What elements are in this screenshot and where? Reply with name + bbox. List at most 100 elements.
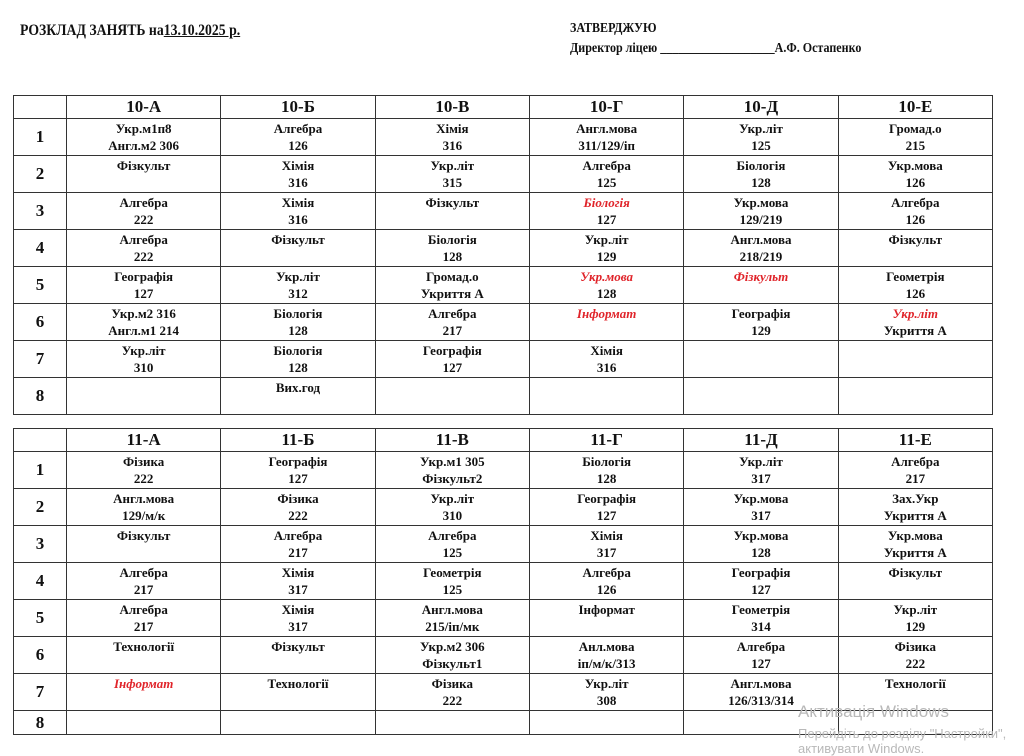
schedule-cell: Геометрія 126 [837,266,994,304]
schedule-cell: Алгебра 222 [65,229,222,267]
schedule-cell: Географія 127 [374,340,530,378]
subject: Укр.м2 316 [111,306,176,321]
lesson-row: 4 Алгебра 217 Хімія 317 Геометрія 125 Алгебра 12… [13,562,994,600]
schedule-cell: Укр.мова 317 [683,488,839,526]
approve-label: ЗАТВЕРДЖУЮ [570,21,657,36]
subject: Біологія [582,454,632,469]
schedule-cell [65,377,222,415]
schedule-cell: Алгебра 127 [683,636,839,674]
schedule-cell: Біологія 128 [683,155,839,193]
corner-cell [13,95,67,119]
subject: Укр.мова [887,158,943,173]
schedule-cell: Географія 127 [220,451,376,489]
schedule-cell: Алгебра 125 [528,155,685,193]
schedule-cell: Алгебра 126 [837,192,994,230]
subject: Алгебра [736,639,786,654]
subject: Англ.мова [421,602,483,617]
room-or-group: Укриття А [420,286,484,301]
schedule-cell: Хімія 316 [220,155,376,193]
schedule-cell: Фізика 222 [374,673,530,711]
room-or-group: 315 [442,175,463,190]
schedule-cell: Алгебра 217 [374,303,530,341]
subject: Алгебра [428,306,477,321]
watermark-line-3: активувати Windows. [798,741,925,756]
subject: Біологія [427,232,477,247]
watermark-line-1: Активація Windows [798,702,949,721]
room-or-group: 310 [442,508,463,523]
schedule-cell: Укр.мова Укриття А [837,525,994,563]
room-or-group: 222 [905,656,926,671]
subject: Географія [114,269,174,284]
room-or-group: 222 [133,249,154,264]
room-or-group: Англ.м2 306 [108,138,180,153]
room-or-group: 222 [442,693,463,708]
subject: Алгебра [428,528,477,543]
subject: Укр.літ [276,269,320,284]
subject: Хімія [281,602,315,617]
lesson-number: 1 [13,118,67,156]
header-row: 10-А 10-Б 10-В 10-Г 10-Д 10-Е [13,95,994,119]
room-or-group: Англ.м1 214 [108,323,180,338]
schedule-cell: Алгебра 217 [65,562,222,600]
schedule-cell: Алгебра 217 [65,599,222,637]
schedule-cell [837,710,994,735]
lesson-row: 1 Фізика 222 Географія 127 Укр.м1 305 Фізкульт… [13,451,994,489]
subject: Хімія [281,195,315,210]
lesson-row: 8 Вих.год [13,377,994,415]
room-or-group: 316 [288,175,308,190]
subject: Технології [884,676,946,691]
schedule-cell: Алгебра 217 [837,451,994,489]
subject: Хімія [590,343,623,358]
schedule-cell: Укр.літ 310 [65,340,222,378]
class-header: 11-А [65,428,222,452]
subject: Алгебра [119,232,168,247]
room-or-group: 217 [288,545,308,560]
subject: Укр.мова [887,528,943,543]
class-header: 11-Д [683,428,839,452]
room-or-group: 127 [442,360,463,375]
subject: Анл.мова [578,639,635,654]
schedule-cell: Інформат [528,303,685,341]
schedule-cell: Алгебра 125 [374,525,530,563]
subject: Географія [577,491,637,506]
schedule-cell: Укр.м2 316 Англ.м1 214 [65,303,222,341]
schedule-cell: Англ.мова 215/іп/мк [374,599,530,637]
schedule-cell: Громад.о Укриття А [374,266,530,304]
subject: Укр.літ [430,491,475,506]
class-header: 10-Д [683,95,839,119]
subject: Фізкульт [116,528,171,543]
lesson-number: 8 [13,377,67,415]
subject: Фізкульт [733,269,789,284]
subject: Алгебра [582,565,631,580]
room-or-group: 316 [596,360,617,375]
room-or-group: 129/м/к [122,508,166,523]
room-or-group: 215 [905,138,926,153]
room-or-group: 222 [133,212,154,227]
room-or-group: 125 [751,138,771,153]
schedule-cell: Укр.мова 128 [528,266,685,304]
room-or-group: Укриття А [883,508,947,523]
subject: Географія [731,306,791,321]
subject: Технології [267,676,329,691]
schedule-cell [528,710,685,735]
room-or-group: 314 [751,619,771,634]
schedule-cell: Англ.мова 218/219 [683,229,839,267]
schedule-cell: Укр.м1п8 Англ.м2 306 [65,118,222,156]
room-or-group: 127 [133,286,154,301]
schedule-cell: Географія 127 [528,488,685,526]
lesson-row: 5 Географія 127 Укр.літ 312 Громад.о Укриття А… [13,266,994,304]
room-or-group: 126 [905,175,926,190]
schedule-cell: Біологія 127 [528,192,685,230]
subject: Алгебра [891,454,940,469]
schedule-cell: Укр.літ 312 [220,266,376,304]
schedule-cell [683,340,839,378]
room-or-group: 127 [751,582,771,597]
lesson-number: 6 [13,303,67,341]
class-header: 10-Е [837,95,994,119]
room-or-group: Фізкульт2 [422,471,483,486]
approval-block: ЗАТВЕРДЖУЮ Директор ліцею ______________… [570,19,861,59]
subject: Зах.Укр [892,491,939,506]
subject: Укр.літ [584,232,629,247]
schedule-cell [528,377,685,415]
lesson-number: 1 [13,451,67,489]
